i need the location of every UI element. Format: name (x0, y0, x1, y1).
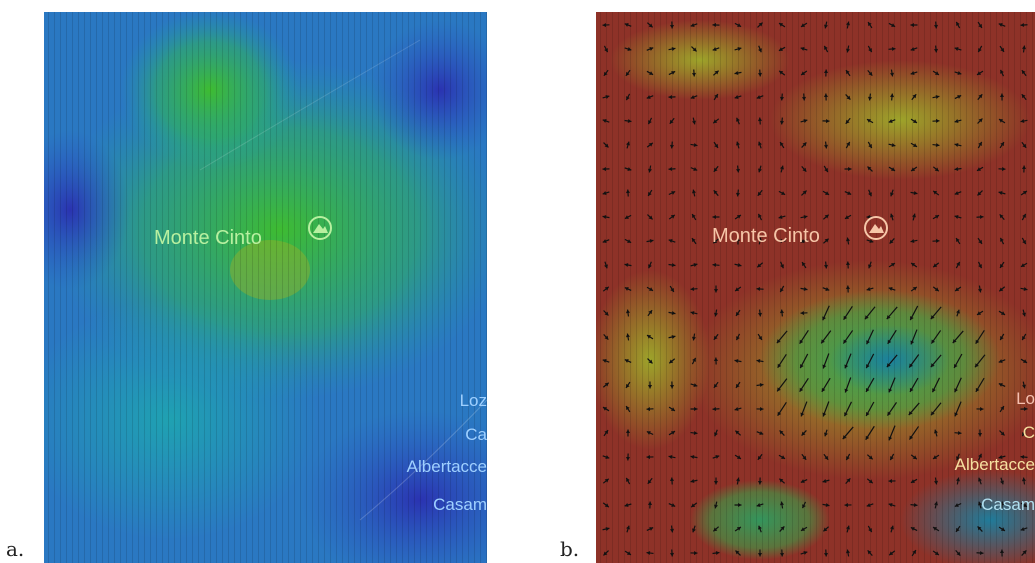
texture (44, 12, 487, 563)
texture (596, 12, 1035, 563)
panel-a: Monte Cinto Loz Ca Albertacce Casam (10, 10, 540, 563)
panel-label: b. (560, 537, 579, 561)
place-label: C (1023, 423, 1035, 442)
place-label: Ca (465, 425, 487, 444)
panel-b: Monte Cinto Lo C Albertacce Casam (590, 12, 1035, 563)
peak-label: Monte Cinto (154, 227, 262, 249)
peak-label: Monte Cinto (712, 225, 820, 247)
place-label: Casam (981, 495, 1035, 514)
place-label: Lo (1016, 389, 1035, 408)
place-label: Casam (433, 495, 487, 514)
panel-label: a. (6, 537, 24, 561)
place-label: Albertacce (955, 455, 1035, 474)
place-label: Albertacce (407, 457, 487, 476)
place-label: Loz (460, 391, 487, 410)
figure: Monte Cinto Loz Ca Albertacce Casam a. M… (0, 0, 1035, 563)
